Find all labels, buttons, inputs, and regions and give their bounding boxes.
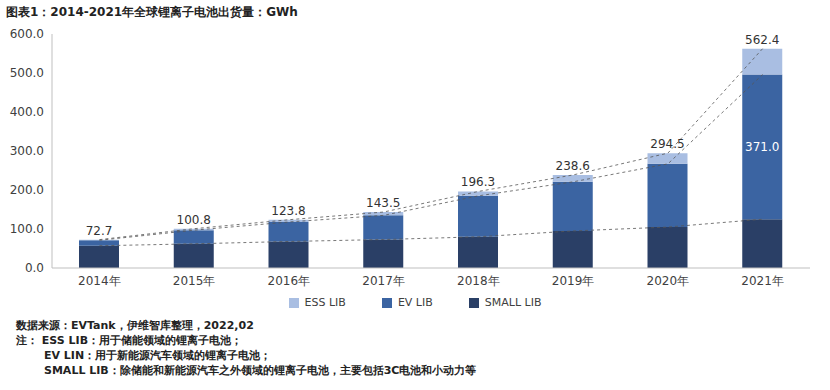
- html-text:EV LIB: EV LIB: [397, 296, 433, 309]
- svg-text:500.0: 500.0: [10, 66, 44, 80]
- html-text:SMALL LIB: SMALL LIB: [484, 296, 542, 309]
- svg-text:600.0: 600.0: [10, 27, 44, 41]
- svg-text:123.8: 123.8: [271, 204, 305, 218]
- svg-text:2015年: 2015年: [173, 274, 216, 288]
- svg-text:0.0: 0.0: [25, 261, 44, 275]
- html-text:SMALL LIB：除储能和新能源汽车之外领域的锂离子电池，: SMALL LIB：除储能和新能源汽车之外领域的锂离子电池，主要包括3C电池和小…: [44, 364, 477, 377]
- html-text:EV LIN：用于新能源汽车领域的锂离子电池；: EV LIN：用于新能源汽车领域的锂离子电池；: [44, 349, 272, 362]
- svg-text:294.5: 294.5: [650, 137, 684, 151]
- html-text:数据来源：EVTank，伊维智库整理，2022,02: 数据来源：EVTank，伊维智库整理，2022,02: [16, 319, 254, 332]
- svg-text:143.5: 143.5: [366, 196, 400, 210]
- html-text:ESS LIB: ESS LIB: [304, 296, 346, 309]
- svg-text:72.7: 72.7: [86, 224, 113, 238]
- html-text:图表1：2014-2021年全球锂离子电池出货量：GWh: 图表1：2014-2021年全球锂离子电池出货量：GWh: [6, 5, 298, 19]
- html-text:注： ESS LIB：用于储能领域的锂离子电池；: 注： ESS LIB：用于储能领域的锂离子电池；: [16, 334, 242, 347]
- svg-text:371.0: 371.0: [745, 140, 779, 154]
- svg-text:2020年: 2020年: [647, 274, 690, 288]
- svg-text:2019年: 2019年: [552, 274, 595, 288]
- svg-text:238.6: 238.6: [556, 159, 590, 173]
- svg-text:2017年: 2017年: [362, 274, 405, 288]
- svg-text:100.8: 100.8: [177, 213, 211, 227]
- svg-text:300.0: 300.0: [10, 144, 44, 158]
- svg-text:562.4: 562.4: [745, 33, 779, 47]
- svg-text:2016年: 2016年: [268, 274, 311, 288]
- svg-text:2018年: 2018年: [457, 274, 500, 288]
- svg-text:400.0: 400.0: [10, 105, 44, 119]
- svg-text:2014年: 2014年: [78, 274, 121, 288]
- svg-text:100.0: 100.0: [10, 222, 44, 236]
- svg-text:196.3: 196.3: [461, 175, 495, 189]
- svg-text:200.0: 200.0: [10, 183, 44, 197]
- svg-text:2021年: 2021年: [741, 274, 784, 288]
